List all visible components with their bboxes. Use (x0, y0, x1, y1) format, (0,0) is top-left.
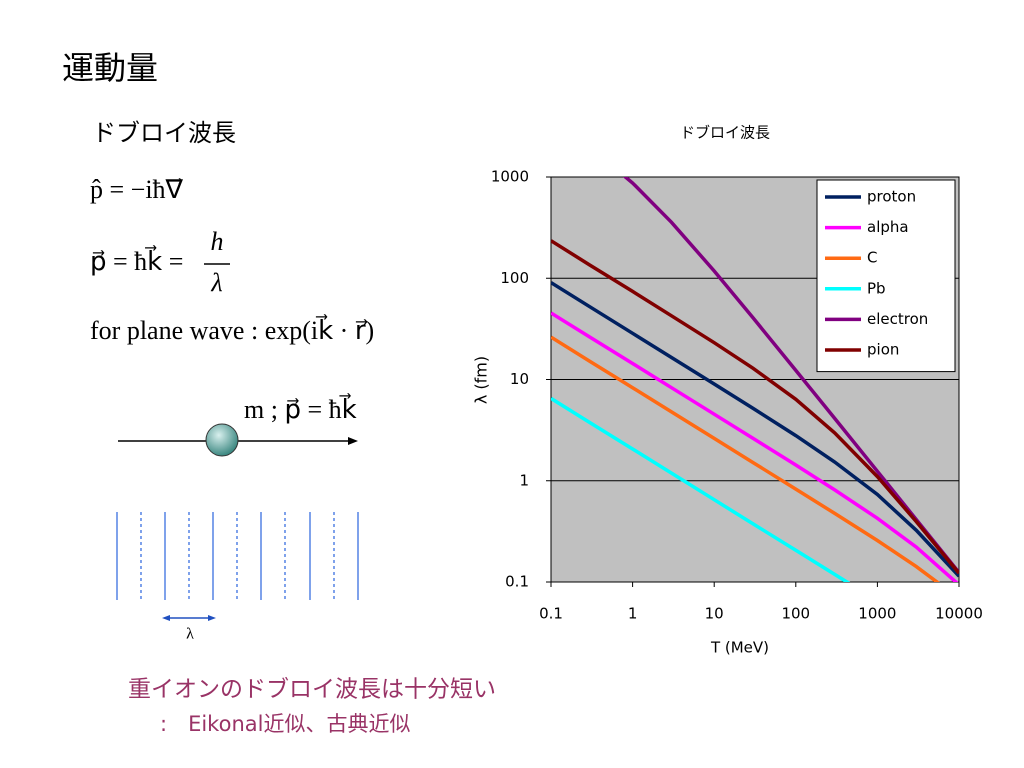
arrow-head (162, 615, 170, 621)
x-tick-label: 1000 (858, 605, 896, 623)
series-line (551, 335, 940, 582)
y-tick-label: 1 (519, 471, 529, 489)
y-tick-label: 100 (500, 269, 529, 287)
wavelength-label: λ (186, 626, 194, 643)
legend-label: proton (867, 188, 916, 206)
legend-label: Pb (867, 279, 886, 297)
x-tick-label: 1 (628, 605, 638, 623)
y-tick-label: 10 (510, 370, 529, 388)
arrow-head (208, 615, 216, 621)
equation: p⃗ = ħk⃗ = (90, 245, 183, 276)
equation: p̂ = −iħ∇⃗ (90, 175, 184, 204)
series-line (551, 281, 959, 578)
fraction-denominator: λ (210, 268, 222, 297)
particle-label: m ; p⃗ = ħk⃗ (244, 393, 357, 424)
plot-border (550, 176, 960, 583)
legend-label: alpha (867, 218, 909, 236)
x-tick-label: 10 (705, 605, 724, 623)
particle (205, 423, 239, 457)
legend-label: electron (867, 310, 928, 328)
equation: for plane wave : exp(ik⃗ · r⃗) (90, 314, 374, 345)
y-tick-label: 1000 (491, 168, 529, 186)
y-axis-label: λ (fm) (472, 356, 491, 404)
subtitle: ドブロイ波長 (92, 119, 236, 147)
series-line (551, 396, 851, 582)
chart-title: ドブロイ波長 (680, 124, 770, 142)
fraction-numerator: h (211, 227, 224, 256)
slide-title: 運動量 (62, 49, 158, 87)
series-line (551, 239, 959, 575)
series-line (622, 177, 959, 574)
legend-label: pion (867, 341, 899, 359)
conclusion: : Eikonal近似、古典近似 (160, 712, 410, 736)
legend-label: C (867, 249, 877, 267)
arrow-head (348, 437, 358, 445)
x-tick-label: 0.1 (539, 605, 563, 623)
x-tick-label: 10000 (935, 605, 983, 623)
conclusion: 重イオンのドブロイ波長は十分短い (128, 677, 496, 703)
x-tick-label: 100 (781, 605, 810, 623)
series-line (551, 311, 959, 582)
legend (816, 179, 956, 373)
y-tick-label: 0.1 (505, 573, 529, 591)
x-axis-label: T (MeV) (710, 639, 769, 657)
wavefronts (116, 512, 359, 600)
